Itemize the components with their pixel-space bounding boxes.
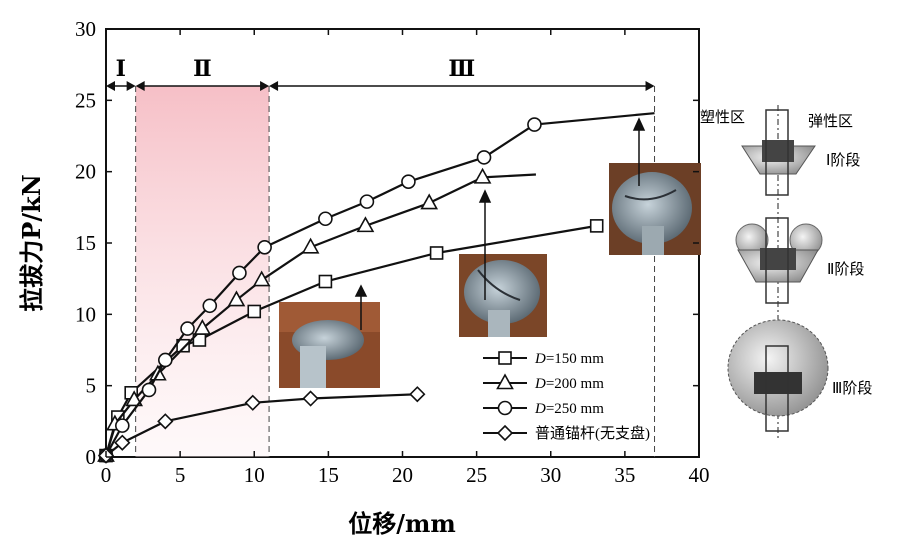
data-point-circle <box>527 117 542 132</box>
stage-arrowhead-left <box>135 81 145 91</box>
stage2-shade <box>135 86 270 457</box>
data-point-square <box>176 338 190 353</box>
y-tick-label: 20 <box>75 160 96 184</box>
data-point-triangle <box>125 390 144 407</box>
x-axis-label: 位移/mm <box>348 509 456 538</box>
y-tick-label: 10 <box>75 302 96 326</box>
data-point-diamond <box>409 386 426 403</box>
ticks-layer: 0 5 10 15 20 25 30 35 40 0 5 10 15 20 25 30 <box>75 17 710 487</box>
x-tick-label: 30 <box>540 463 561 487</box>
y-tick-label: 5 <box>86 374 97 398</box>
x-tick-label: 40 <box>689 463 710 487</box>
data-point-square <box>318 274 333 289</box>
stage1-label: Ⅰ阶段 <box>826 151 860 169</box>
data-point-circle <box>141 382 157 398</box>
legend-marker-circle <box>497 400 513 416</box>
x-tick-label: 5 <box>175 463 186 487</box>
data-point-circle <box>180 321 195 336</box>
stage-diagrams <box>727 105 829 440</box>
y-tick-label: 15 <box>75 231 96 255</box>
data-point-diamond <box>302 390 319 407</box>
y-tick-label: 25 <box>75 88 96 112</box>
data-point-diamond <box>114 434 131 451</box>
data-point-circle <box>359 194 375 209</box>
x-tick-label: 15 <box>318 463 339 487</box>
stage-arrowhead-left <box>106 81 115 91</box>
legend-label-4: 普通锚杆(无支盘) <box>535 424 650 442</box>
legend-label-1: D=150 mm <box>534 351 604 367</box>
x-tick-label: 0 <box>101 463 112 487</box>
data-point-square <box>429 246 444 260</box>
stage-regions: Ⅰ Ⅱ Ⅲ <box>106 56 656 457</box>
photo-large-disc <box>609 163 701 255</box>
data-point-triangle <box>356 216 375 233</box>
stage1-diagram <box>741 109 816 196</box>
stage-arrowhead-right <box>126 81 136 91</box>
data-point-square <box>247 304 262 319</box>
legend-marker-triangle <box>496 373 514 390</box>
stage-arrowhead-right <box>260 81 270 91</box>
stage-label-1: Ⅰ <box>116 56 126 82</box>
data-point-circle <box>257 239 272 255</box>
y-axis-label: 拉拔力P/kN <box>17 174 46 311</box>
data-point-circle <box>318 211 333 227</box>
data-point-circle <box>115 418 130 433</box>
data-point-triangle <box>473 167 492 184</box>
stage3-label: Ⅲ阶段 <box>832 379 872 397</box>
photo-arrows <box>354 117 646 330</box>
plastic-zone-label: 塑性区 <box>700 108 745 126</box>
data-point-circle <box>158 352 173 368</box>
x-tick-label: 20 <box>392 463 413 487</box>
photo-medium-disc <box>459 254 547 337</box>
x-tick-label: 25 <box>466 463 487 487</box>
series-layer <box>97 112 655 464</box>
x-tick-label: 35 <box>614 463 635 487</box>
stage3-diagram <box>727 319 829 432</box>
photo-small-disc <box>279 302 380 388</box>
data-point-diamond <box>244 394 261 411</box>
data-point-triangle <box>193 318 212 335</box>
stage-label-3: Ⅲ <box>448 56 475 82</box>
data-point-diamond <box>157 413 174 430</box>
data-point-circle <box>401 174 416 189</box>
data-point-triangle <box>252 270 271 287</box>
legend-marker-square <box>498 351 512 365</box>
stage-label-2: Ⅱ <box>193 56 212 82</box>
stage2-diagram <box>735 217 823 304</box>
data-point-triangle <box>301 237 320 254</box>
data-point-circle <box>232 265 247 281</box>
data-point-circle <box>476 150 492 165</box>
data-point-square <box>589 219 604 233</box>
legend-label-2: D=200 mm <box>534 376 604 392</box>
elastic-zone-label: 弹性区 <box>808 112 853 130</box>
stage2-label: Ⅱ阶段 <box>827 260 864 278</box>
x-tick-label: 10 <box>244 463 265 487</box>
legend-label-3: D=250 mm <box>534 401 604 417</box>
data-point-triangle <box>227 290 246 307</box>
y-tick-label: 30 <box>75 17 96 41</box>
legend-marker-diamond <box>496 424 514 442</box>
stage-arrowhead-left <box>269 81 279 91</box>
data-point-triangle <box>420 193 439 210</box>
data-point-circle <box>202 298 218 314</box>
y-tick-label: 0 <box>86 445 97 469</box>
stage-arrowhead-right <box>645 81 655 91</box>
legend: D=150 mm D=200 mm D=250 mm 普通锚杆(无支盘) <box>483 351 650 442</box>
